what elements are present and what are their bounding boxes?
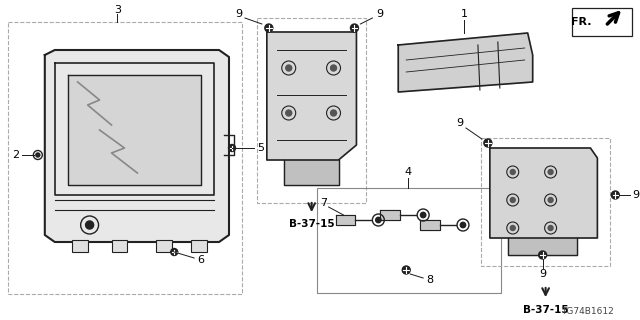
Bar — [257, 18, 366, 203]
Text: 9: 9 — [539, 269, 546, 279]
Circle shape — [539, 251, 547, 259]
Text: B-37-15: B-37-15 — [289, 219, 335, 229]
Bar — [481, 138, 611, 266]
Circle shape — [548, 226, 553, 230]
Bar — [191, 240, 207, 252]
Bar — [72, 240, 88, 252]
Circle shape — [36, 153, 40, 157]
Text: 9: 9 — [236, 9, 243, 19]
Text: FR.: FR. — [571, 17, 591, 27]
Text: 9: 9 — [376, 9, 383, 19]
Text: 8: 8 — [426, 275, 434, 285]
Text: 4: 4 — [404, 167, 412, 177]
Circle shape — [330, 110, 337, 116]
Text: 9: 9 — [456, 118, 463, 128]
Polygon shape — [267, 32, 356, 160]
Text: 9: 9 — [633, 190, 640, 200]
Polygon shape — [335, 215, 355, 225]
Circle shape — [420, 212, 426, 218]
Text: 7: 7 — [320, 198, 327, 208]
Circle shape — [228, 145, 236, 151]
Circle shape — [86, 221, 93, 229]
Text: 3: 3 — [114, 5, 121, 15]
Polygon shape — [380, 210, 400, 220]
Text: 6: 6 — [198, 255, 205, 265]
Circle shape — [484, 139, 492, 147]
Circle shape — [510, 226, 515, 230]
Circle shape — [351, 24, 358, 32]
Bar — [156, 240, 172, 252]
Bar — [111, 240, 127, 252]
Bar — [8, 22, 242, 294]
Circle shape — [611, 191, 620, 199]
Circle shape — [510, 170, 515, 174]
Bar — [573, 8, 632, 36]
Bar — [317, 188, 501, 293]
Circle shape — [403, 266, 410, 274]
Polygon shape — [284, 160, 339, 185]
Polygon shape — [45, 50, 229, 242]
Text: B-37-15: B-37-15 — [523, 305, 568, 315]
Circle shape — [285, 110, 292, 116]
Text: 5: 5 — [257, 143, 264, 153]
Polygon shape — [398, 33, 532, 92]
Polygon shape — [68, 75, 201, 185]
Circle shape — [510, 197, 515, 203]
Circle shape — [460, 222, 466, 228]
Text: 2: 2 — [12, 150, 19, 160]
Circle shape — [265, 24, 273, 32]
Circle shape — [285, 65, 292, 71]
Polygon shape — [420, 220, 440, 230]
Circle shape — [171, 249, 178, 255]
Polygon shape — [508, 238, 577, 255]
Text: TG74B1612: TG74B1612 — [561, 308, 614, 316]
Circle shape — [548, 170, 553, 174]
Polygon shape — [490, 148, 597, 238]
Circle shape — [548, 197, 553, 203]
Circle shape — [330, 65, 337, 71]
Text: 1: 1 — [460, 9, 467, 19]
Circle shape — [376, 217, 381, 223]
